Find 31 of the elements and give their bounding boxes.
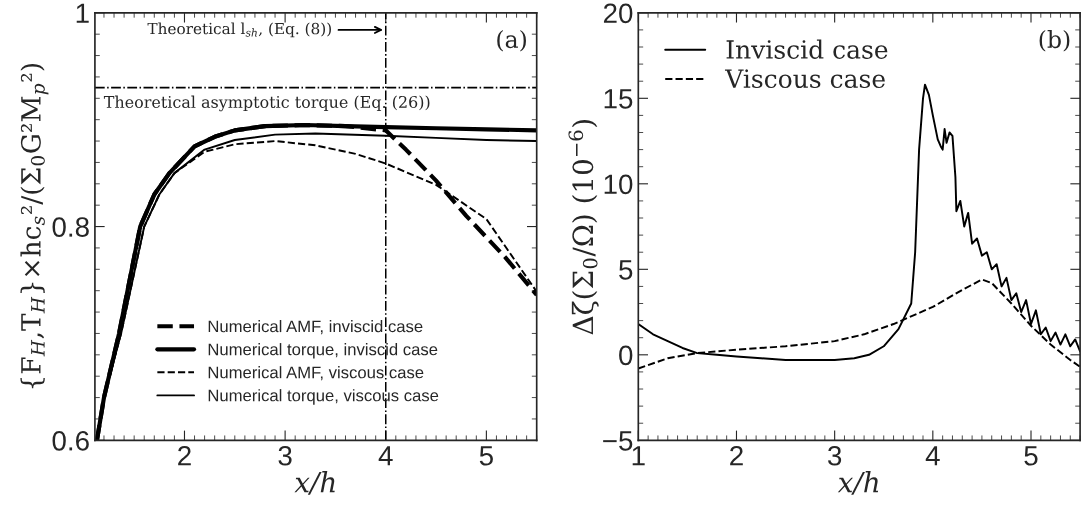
y-tick-label: 5	[619, 260, 633, 280]
x-tick-label: 3	[827, 445, 842, 466]
legend-label: Numerical torque, inviscid case	[208, 343, 438, 359]
y-axis-title: Δζ(Σ$_{0}$/Ω) (10$^{−6}$)	[568, 119, 599, 335]
ref-line-label: Theoretical l$_{sh}$, (Eq. (8))	[147, 22, 331, 38]
text: {F$_{H}$,T$_{H}$}×hc$_{s}$²/(Σ$_{0}$G²M$_{p}$²)	[20, 63, 49, 389]
y-tick-label: 0.6	[52, 430, 89, 451]
y-tick-label: 0	[619, 345, 633, 366]
x-tick-label: 2	[730, 445, 743, 466]
y-tick-label: 15	[604, 89, 633, 109]
legend-label: Viscous case	[724, 69, 885, 89]
x-axis-title: x/h	[294, 471, 335, 495]
legend-label: Numerical AMF, inviscid case	[208, 320, 423, 335]
x-tick-label: 5	[479, 446, 493, 466]
annotation: (a)	[497, 29, 526, 52]
legend-label: Numerical AMF, viscous case	[208, 366, 424, 381]
x-tick-label: 4	[378, 446, 393, 466]
x-axis-title: x/h	[837, 471, 879, 495]
y-tick-label: 0.8	[52, 217, 89, 237]
x-tick-label: 3	[278, 445, 292, 466]
x-tick-label: 5	[1024, 446, 1038, 466]
ref-line-label: Theoretical asymptotic torque (Eq. (26))	[103, 95, 430, 112]
y-tick-label: −5	[603, 431, 633, 451]
legend-label: Inviscid case	[726, 39, 888, 59]
legend-label: Numerical torque, viscous case	[208, 389, 439, 405]
y-tick-label: 1	[76, 3, 89, 23]
y-tick-label: 20	[603, 3, 633, 24]
annotation: (b)	[1039, 29, 1070, 52]
x-tick-label: 4	[925, 446, 940, 466]
y-tick-label: 10	[604, 174, 633, 195]
x-tick-label: 2	[178, 445, 191, 466]
